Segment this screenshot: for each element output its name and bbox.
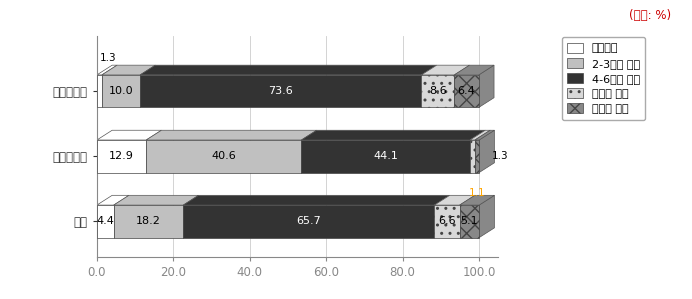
Polygon shape xyxy=(479,130,494,173)
Bar xyxy=(470,140,475,173)
Bar xyxy=(459,205,479,238)
Bar xyxy=(97,205,113,238)
Text: 10.0: 10.0 xyxy=(109,86,134,96)
Bar xyxy=(454,75,479,107)
Polygon shape xyxy=(113,195,199,205)
Bar xyxy=(113,205,183,238)
Bar xyxy=(140,75,421,107)
Polygon shape xyxy=(454,65,494,75)
Text: 12.9: 12.9 xyxy=(109,151,134,161)
Polygon shape xyxy=(470,130,490,140)
Polygon shape xyxy=(421,65,470,75)
Bar xyxy=(102,75,140,107)
Polygon shape xyxy=(97,130,161,140)
Polygon shape xyxy=(475,130,494,140)
Text: 18.2: 18.2 xyxy=(136,216,161,226)
Text: 65.7: 65.7 xyxy=(296,216,321,226)
Polygon shape xyxy=(435,195,475,205)
Text: 1.3: 1.3 xyxy=(492,151,509,161)
Polygon shape xyxy=(146,130,317,140)
Polygon shape xyxy=(97,65,117,75)
Text: 1.1: 1.1 xyxy=(468,187,485,198)
Bar xyxy=(97,75,102,107)
Polygon shape xyxy=(459,195,494,205)
Polygon shape xyxy=(140,65,437,75)
Bar xyxy=(421,75,454,107)
Polygon shape xyxy=(183,195,450,205)
Bar xyxy=(97,140,146,173)
Bar xyxy=(435,205,459,238)
Text: 5.1: 5.1 xyxy=(461,216,478,226)
Polygon shape xyxy=(479,65,494,107)
Bar xyxy=(183,205,435,238)
Legend: 고등학교, 2-3년제 대학, 4-6년제 대학, 대학원 석사, 대학원 박사: 고등학교, 2-3년제 대학, 4-6년제 대학, 대학원 석사, 대학원 박사 xyxy=(561,37,645,120)
Text: 1.3: 1.3 xyxy=(100,53,117,62)
Bar xyxy=(146,140,302,173)
Text: 6.6: 6.6 xyxy=(438,216,456,226)
Text: 6.4: 6.4 xyxy=(457,86,475,96)
Text: 8.6: 8.6 xyxy=(429,86,447,96)
Text: 40.6: 40.6 xyxy=(212,151,236,161)
Bar xyxy=(302,140,470,173)
Polygon shape xyxy=(102,65,156,75)
Polygon shape xyxy=(479,195,494,238)
Bar xyxy=(475,140,479,173)
Text: 4.4: 4.4 xyxy=(96,216,114,226)
Text: 44.1: 44.1 xyxy=(373,151,398,161)
Text: (단위: %): (단위: %) xyxy=(629,9,671,22)
Polygon shape xyxy=(97,195,129,205)
Polygon shape xyxy=(302,130,485,140)
Text: 73.6: 73.6 xyxy=(268,86,293,96)
